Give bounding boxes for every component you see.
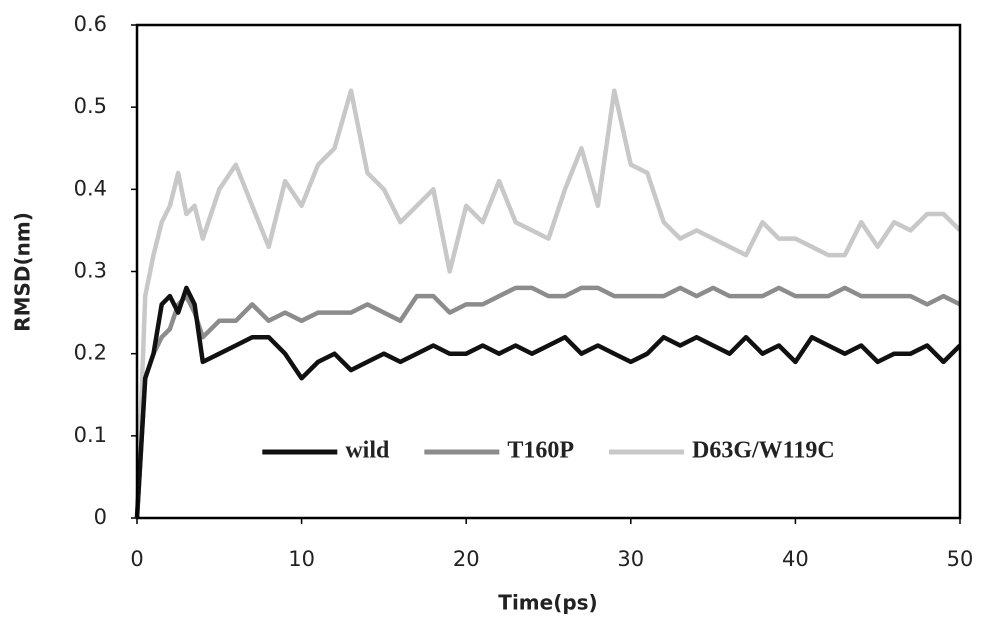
x-tick-label: 30: [617, 547, 644, 571]
x-tick-label: 50: [947, 547, 974, 571]
y-tick-label: 0.2: [74, 341, 107, 365]
x-tick-label: 10: [288, 547, 315, 571]
series-line: [134, 285, 962, 519]
y-tick-label: 0.1: [74, 423, 107, 447]
y-tick-label: 0.6: [74, 12, 107, 36]
y-tick-label: 0: [94, 505, 107, 529]
legend-label: T160P: [507, 438, 574, 464]
y-tick-label: 0.3: [74, 259, 107, 283]
x-axis-label: Time(ps): [498, 591, 597, 615]
x-tick-label: 40: [782, 547, 809, 571]
legend-label: wild: [345, 438, 390, 464]
x-tick-label: 20: [453, 547, 480, 571]
y-axis-label: RMSD(nm): [11, 212, 35, 332]
legend-label: D63G/W119C: [692, 438, 835, 464]
plot-frame: [135, 23, 962, 520]
y-tick-label: 0.5: [74, 94, 107, 118]
x-tick-label: 0: [130, 547, 143, 571]
y-tick-label: 0.4: [74, 176, 107, 200]
series-line: [134, 88, 962, 519]
series-line: [134, 285, 962, 519]
